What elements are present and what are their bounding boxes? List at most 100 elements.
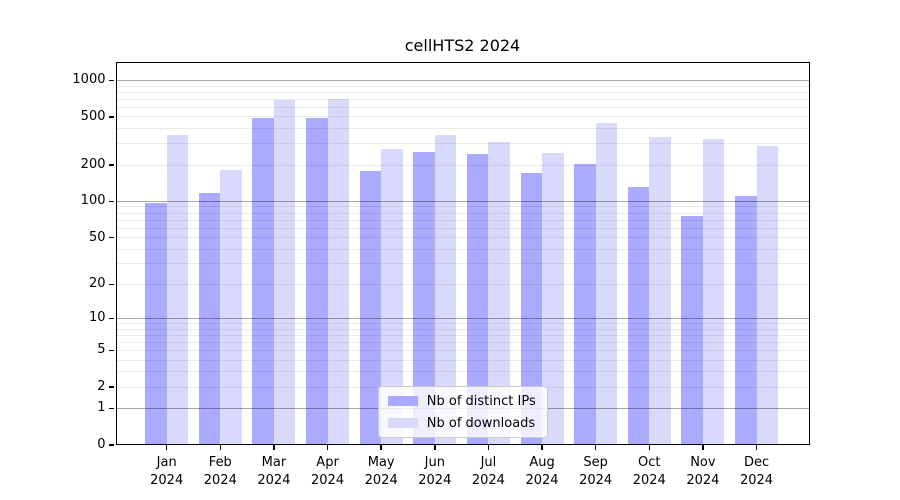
y-tick-mark (109, 444, 114, 446)
x-tick-mark (165, 445, 168, 450)
legend-swatch-distinct-ips (387, 396, 418, 406)
bar-ips-jun (413, 152, 435, 445)
gridlines (115, 62, 810, 445)
plot-area: 0 1 2 5 10 20 50 100 200 500 1000 Jan 2024 Feb 2024 Mar… (72, 62, 811, 488)
y-tick-label: 200 (80, 157, 106, 173)
x-tick-mark (755, 445, 758, 450)
gridline-minor (115, 334, 810, 336)
bar-ips-jan (145, 203, 167, 445)
bar-ips-apr (306, 118, 328, 445)
y-tick-mark (109, 283, 114, 286)
y-tick-label: 5 (97, 342, 106, 358)
x-tick-label-may: May 2024 (364, 455, 398, 488)
x-tick-label-jan: Jan 2024 (150, 455, 184, 488)
gridline-major (115, 317, 810, 319)
gridline-minor (115, 206, 810, 208)
bar-ips-mar (252, 118, 274, 445)
gridline-minor (115, 227, 810, 229)
gridline-minor (115, 98, 810, 100)
legend-item-downloads: Nb of downloads (387, 414, 536, 432)
x-tick-mark (380, 445, 382, 450)
y-tick-mark (109, 407, 114, 410)
bar-downloads-sep (595, 122, 618, 445)
y-tick-label: 1000 (72, 72, 106, 88)
x-tick-mark (487, 445, 490, 450)
gridline-minor (115, 323, 810, 324)
x-tick-mark (541, 445, 543, 450)
bar-ips-aug (520, 173, 543, 445)
y-tick-label: 2 (97, 379, 106, 395)
gridline-major (115, 79, 810, 81)
gridline-minor (115, 237, 810, 239)
gridline-minor (115, 341, 810, 343)
x-tick-label-jun: Jun 2024 (418, 455, 452, 488)
bar-downloads-mar (273, 100, 296, 445)
y-tick-label: 100 (80, 193, 106, 209)
bar-downloads-apr (327, 98, 350, 445)
bar-ips-sep (574, 164, 596, 445)
bar-downloads-nov (702, 139, 725, 445)
bar-ips-jul (466, 153, 489, 445)
y-tick-mark (109, 116, 114, 118)
gridline-minor (115, 116, 810, 118)
gridline-minor (115, 106, 810, 108)
bar-downloads-jan (166, 134, 189, 445)
gridline-minor (115, 143, 810, 145)
bar-downloads-dec (756, 146, 779, 445)
bar-ips-feb (198, 193, 221, 445)
legend-label-distinct-ips: Nb of distinct IPs (426, 393, 536, 409)
y-tick-mark (109, 236, 114, 239)
x-tick-label-jul: Jul 2024 (471, 455, 505, 488)
gridline-minor (115, 359, 810, 361)
bar-ips-nov (681, 216, 703, 445)
bar-downloads-oct (649, 136, 671, 445)
x-tick-mark (273, 445, 275, 450)
y-tick-label: 500 (80, 108, 106, 124)
legend: Nb of distinct IPs Nb of downloads (377, 386, 548, 438)
chart-title: cellHTS2 2024 (404, 36, 521, 55)
gridline-minor (115, 328, 810, 330)
y-tick-label: 20 (88, 276, 106, 292)
bar-downloads-may (381, 148, 403, 445)
bar-downloads-jul (488, 142, 510, 445)
x-tick-label-dec: Dec 2024 (739, 455, 774, 488)
gridline-minor (115, 128, 810, 130)
x-tick-label-feb: Feb 2024 (203, 455, 237, 488)
x-tick-mark (648, 445, 651, 450)
axis-ticks: 0 1 2 5 10 20 50 100 200 500 1000 Jan 2024 Feb 2024 Mar… (72, 62, 811, 488)
y-tick-mark (109, 386, 114, 388)
x-tick-label-sep: Sep 2024 (579, 455, 613, 488)
gridline-minor (115, 164, 810, 166)
y-tick-label: 0 (97, 437, 106, 452)
bar-ips-may (359, 171, 382, 445)
y-tick-mark (109, 349, 114, 352)
y-tick-label: 50 (88, 229, 106, 245)
y-tick-mark (109, 164, 114, 166)
bar-ips-oct (627, 186, 650, 445)
gridline-minor (115, 283, 810, 285)
x-tick-label-mar: Mar 2024 (257, 455, 291, 488)
bar-downloads-jun (434, 135, 457, 445)
gridline-minor (115, 263, 810, 265)
gridline-minor (115, 212, 810, 214)
gridline-minor (115, 219, 810, 221)
y-tick-mark (109, 200, 114, 203)
x-tick-mark (326, 445, 329, 450)
gridline-minor (115, 349, 810, 351)
x-tick-label-aug: Aug 2024 (525, 455, 559, 488)
bar-ips-dec (735, 196, 757, 445)
y-tick-mark (109, 317, 114, 320)
bar-downloads-aug (542, 153, 564, 445)
x-tick-label-oct: Oct 2024 (632, 455, 666, 488)
gridline-minor (115, 85, 810, 87)
x-tick-label-apr: Apr 2024 (311, 455, 345, 488)
x-tick-mark (219, 445, 222, 450)
x-tick-label-nov: Nov 2024 (686, 455, 720, 488)
y-tick-label: 10 (88, 310, 106, 326)
y-tick-label: 1 (97, 400, 106, 416)
legend-label-downloads: Nb of downloads (426, 415, 536, 431)
bar-downloads-feb (220, 170, 242, 445)
x-tick-mark (702, 445, 704, 450)
legend-swatch-downloads (387, 418, 418, 428)
